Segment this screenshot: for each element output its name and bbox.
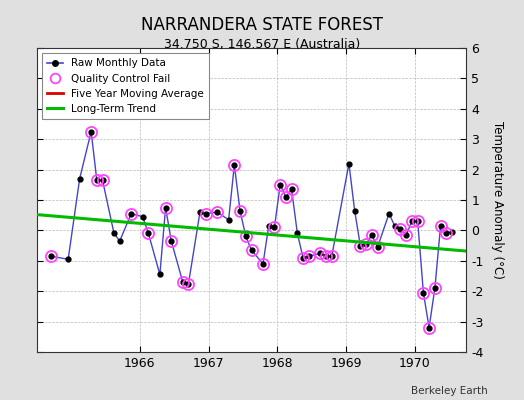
Y-axis label: Temperature Anomaly (°C): Temperature Anomaly (°C) <box>492 121 505 279</box>
Text: Berkeley Earth: Berkeley Earth <box>411 386 487 396</box>
Text: NARRANDERA STATE FOREST: NARRANDERA STATE FOREST <box>141 16 383 34</box>
Legend: Raw Monthly Data, Quality Control Fail, Five Year Moving Average, Long-Term Tren: Raw Monthly Data, Quality Control Fail, … <box>42 53 209 119</box>
Text: 34.750 S, 146.567 E (Australia): 34.750 S, 146.567 E (Australia) <box>164 38 360 51</box>
